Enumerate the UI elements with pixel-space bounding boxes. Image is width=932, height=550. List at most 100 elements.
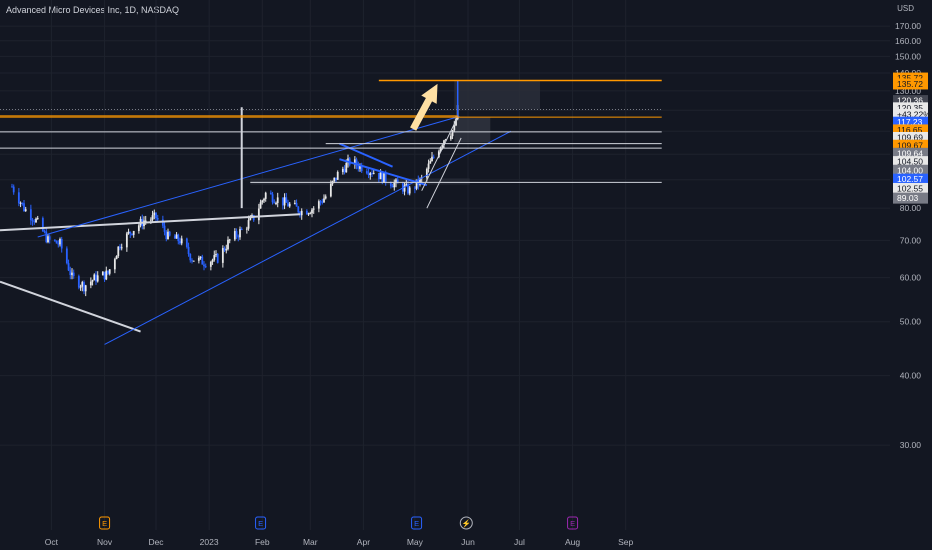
candle-body: [381, 172, 384, 183]
candle-body: [105, 270, 108, 280]
event-glyph: ⚡: [462, 519, 471, 528]
candle-body: [48, 236, 51, 240]
price-label: +43.22%: [897, 110, 931, 120]
candle-body: [69, 270, 72, 276]
support-zone: [250, 178, 470, 185]
price-label: 135.72: [897, 79, 923, 89]
candle-body: [443, 140, 445, 146]
candle-body: [245, 228, 248, 230]
candle-body: [95, 274, 97, 282]
candle-body: [60, 239, 63, 249]
candle-body: [293, 202, 296, 204]
candle-body: [107, 270, 109, 274]
price-label: 117.23: [897, 117, 923, 127]
candle-body: [79, 286, 82, 288]
candle-body: [227, 239, 229, 250]
price-label-bg: [893, 192, 928, 204]
candle-body: [119, 246, 121, 249]
candle-body: [165, 231, 168, 240]
price-label-bg: [893, 147, 928, 159]
time-tick-label: Nov: [97, 537, 113, 547]
candle-body: [91, 280, 94, 282]
candle-body: [444, 139, 447, 141]
candle-body: [261, 200, 264, 203]
candle-body: [276, 197, 279, 203]
candle-body: [312, 208, 315, 210]
price-tick-label: 170.00: [895, 21, 921, 31]
candle-body: [108, 269, 111, 274]
event-glyph: E: [102, 519, 107, 528]
candle-body: [149, 219, 152, 221]
candle-body: [59, 239, 61, 245]
candle-body: [117, 246, 120, 257]
candle-body: [233, 231, 236, 240]
candle-body: [31, 220, 34, 222]
candle-body: [407, 184, 409, 194]
candle-body: [180, 238, 183, 244]
candle-body: [131, 233, 133, 235]
candle-body: [439, 147, 442, 152]
overlay-drawings: [0, 79, 662, 345]
candle-body: [403, 185, 406, 192]
candle-body: [355, 159, 358, 166]
price-tick-label: 160.00: [895, 36, 921, 46]
candle-body: [287, 202, 289, 207]
candle-body: [96, 275, 99, 282]
event-glyph: E: [414, 519, 419, 528]
candle-body: [297, 206, 300, 213]
candle-body: [115, 256, 118, 260]
candle-body: [309, 213, 312, 215]
price-label-bg: [893, 116, 928, 128]
candle-body: [427, 163, 430, 169]
candle-body: [225, 249, 228, 251]
candle-body: [93, 274, 96, 281]
dividend-icon: [459, 516, 473, 530]
candle-body: [371, 173, 373, 175]
candle-body: [329, 183, 332, 197]
candle-body: [453, 125, 456, 131]
candle-body: [161, 219, 164, 226]
candle-body: [257, 208, 260, 221]
candle-body: [239, 229, 241, 238]
time-tick-label: Sep: [618, 537, 633, 547]
candle-body: [341, 168, 344, 172]
event-glyph: E: [570, 519, 575, 528]
candle-body: [441, 145, 444, 148]
candle-body: [384, 173, 387, 183]
candle-body: [324, 196, 327, 199]
candle-body: [333, 177, 336, 182]
drawings: [250, 80, 540, 185]
time-tick-label: Dec: [148, 537, 164, 547]
candle-body: [264, 192, 267, 199]
candle-body: [300, 210, 303, 216]
candle-body: [71, 272, 73, 276]
candle-body: [359, 164, 361, 169]
candle-body: [216, 253, 219, 263]
candle-body: [29, 209, 32, 221]
candle-body: [275, 202, 277, 204]
price-label-bg: [893, 173, 928, 185]
candle-body: [405, 184, 408, 186]
candle-body: [144, 220, 147, 222]
candle-body: [437, 151, 440, 158]
candle-body: [419, 178, 421, 185]
candle-body: [53, 239, 56, 241]
candle-body: [321, 201, 324, 203]
candle-body: [137, 225, 140, 232]
chart-title: Advanced Micro Devices Inc, 1D, NASDAQ: [6, 5, 180, 15]
candle-body: [319, 201, 322, 203]
price-label: 116.65: [897, 125, 923, 135]
candle-body: [201, 256, 204, 265]
candle-body: [335, 177, 337, 180]
price-tick-label: 30.00: [900, 440, 922, 450]
price-label-bg: [893, 182, 928, 194]
candle-body: [429, 161, 432, 164]
price-label: 89.03: [897, 193, 919, 203]
candle-body: [273, 202, 276, 204]
time-tick-label: Feb: [255, 537, 270, 547]
candle-body: [269, 192, 272, 195]
flag-lower: [339, 158, 428, 187]
price-label-bg: [893, 156, 928, 168]
candle-body: [369, 173, 372, 176]
